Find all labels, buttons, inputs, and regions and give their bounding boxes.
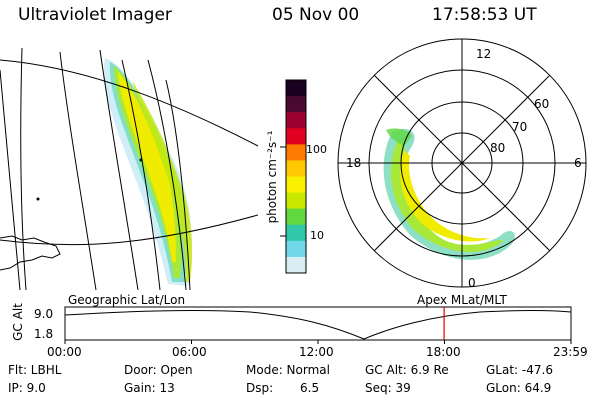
x-tick-0000: 00:00	[47, 345, 82, 359]
apex-panel-title: Apex MLat/MLT	[417, 293, 507, 307]
mode-status: Mode: Normal	[246, 363, 330, 377]
mlat-label-70: 70	[512, 120, 528, 134]
glat-status: GLat: -47.6	[486, 363, 553, 377]
colorbar-cell	[286, 176, 306, 194]
mlat-label-80: 80	[490, 141, 506, 155]
coastline	[0, 235, 61, 271]
mlt-label-6: 6	[574, 156, 582, 170]
x-tick-1200: 12:00	[299, 345, 334, 359]
geographic-image	[0, 47, 258, 290]
glon-status: GLon: 64.9	[486, 381, 552, 395]
gain-status: Gain: 13	[124, 381, 175, 395]
mlt-label-0: 0	[468, 276, 476, 290]
x-tick-marks	[64, 340, 572, 344]
filter-status: Flt: LBHL	[8, 363, 62, 377]
colorbar	[280, 79, 307, 274]
colorbar-cell	[286, 144, 306, 161]
colorbar-cell	[286, 256, 306, 274]
colorbar-cell	[286, 80, 306, 97]
aurora-polar	[383, 128, 515, 260]
colorbar-tick-100: 100	[306, 143, 327, 156]
colorbar-cell	[286, 208, 306, 226]
colorbar-unit-label: photon cm⁻²s⁻¹	[265, 130, 279, 224]
time-label: 17:58:53 UT	[432, 5, 537, 25]
colorbar-cell	[286, 96, 306, 113]
dsp-label: Dsp:	[246, 381, 274, 395]
polar-map	[337, 38, 587, 288]
colorbar-cell	[286, 112, 306, 129]
date-label: 05 Nov 00	[272, 5, 360, 25]
door-status: Door: Open	[124, 363, 193, 377]
y-tick-9: 9.0	[34, 307, 54, 321]
geo-panel-title: Geographic Lat/Lon	[68, 293, 186, 307]
mlat-label-60: 60	[534, 97, 550, 111]
aurora-geographic	[104, 58, 193, 286]
gc-alt-axis-label: GC Alt	[11, 303, 25, 341]
dsp-value: 6.5	[300, 381, 320, 395]
altitude-curve	[64, 310, 572, 340]
colorbar-tick-10: 10	[310, 229, 324, 242]
x-tick-2359: 23:59	[553, 345, 588, 359]
x-tick-0600: 06:00	[172, 345, 207, 359]
mlt-label-12: 12	[476, 47, 492, 61]
ip-status: IP: 9.0	[8, 381, 46, 395]
x-tick-1800: 18:00	[426, 345, 461, 359]
colorbar-cell	[286, 240, 306, 258]
colorbar-cell	[286, 160, 306, 177]
colorbar-cell	[286, 192, 306, 210]
y-tick-1-8: 1.8	[34, 327, 54, 341]
mlt-label-18: 18	[346, 156, 362, 170]
geo-dot	[36, 197, 40, 201]
gc-alt-status: GC Alt: 6.9 Re	[365, 363, 449, 377]
instrument-title: Ultraviolet Imager	[18, 5, 172, 25]
geo-dot	[139, 158, 143, 162]
geo-grid	[0, 47, 258, 290]
seq-status: Seq: 39	[365, 381, 411, 395]
altitude-panel	[64, 306, 572, 344]
colorbar-cell	[286, 224, 306, 242]
colorbar-cell	[286, 128, 306, 145]
